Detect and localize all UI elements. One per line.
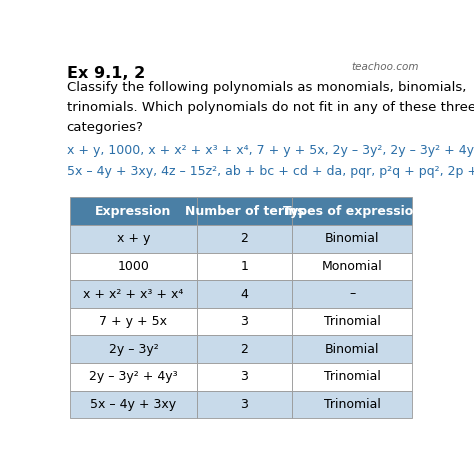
- Text: 3: 3: [241, 370, 248, 383]
- Text: Types of expression: Types of expression: [283, 205, 422, 218]
- Bar: [292, 391, 412, 418]
- Bar: [70, 197, 197, 225]
- Bar: [197, 308, 292, 336]
- Text: categories?: categories?: [66, 121, 144, 134]
- Bar: [70, 336, 197, 363]
- Bar: [70, 391, 197, 418]
- Bar: [197, 280, 292, 308]
- Bar: [292, 197, 412, 225]
- Text: x + y: x + y: [117, 232, 150, 246]
- Text: Binomial: Binomial: [325, 343, 379, 356]
- Bar: [197, 225, 292, 253]
- Text: 4: 4: [241, 288, 248, 301]
- Text: Expression: Expression: [95, 205, 172, 218]
- Text: Trinomial: Trinomial: [324, 315, 381, 328]
- Text: 1: 1: [241, 260, 248, 273]
- Bar: [292, 225, 412, 253]
- Text: 5x – 4y + 3xy, 4z – 15z², ab + bc + cd + da, pqr, p²q + pq², 2p + 2q: 5x – 4y + 3xy, 4z – 15z², ab + bc + cd +…: [66, 164, 474, 178]
- Bar: [70, 253, 197, 280]
- Text: Number of terms: Number of terms: [185, 205, 304, 218]
- Text: Trinomial: Trinomial: [324, 370, 381, 383]
- Bar: [70, 363, 197, 391]
- Text: Trinomial: Trinomial: [324, 398, 381, 411]
- Bar: [292, 308, 412, 336]
- Text: –: –: [349, 288, 355, 301]
- Text: Classify the following polynomials as monomials, binomials,: Classify the following polynomials as mo…: [66, 81, 466, 93]
- Bar: [70, 280, 197, 308]
- Bar: [197, 391, 292, 418]
- Text: Monomial: Monomial: [322, 260, 383, 273]
- Text: Binomial: Binomial: [325, 232, 379, 246]
- Text: 2y – 3y²: 2y – 3y²: [109, 343, 158, 356]
- Bar: [70, 308, 197, 336]
- Bar: [70, 225, 197, 253]
- Text: 2: 2: [241, 343, 248, 356]
- Bar: [197, 197, 292, 225]
- Text: 2y – 3y² + 4y³: 2y – 3y² + 4y³: [89, 370, 178, 383]
- Text: x + x² + x³ + x⁴: x + x² + x³ + x⁴: [83, 288, 183, 301]
- Text: x + y, 1000, x + x² + x³ + x⁴, 7 + y + 5x, 2y – 3y², 2y – 3y² + 4y³,: x + y, 1000, x + x² + x³ + x⁴, 7 + y + 5…: [66, 145, 474, 157]
- Bar: [197, 336, 292, 363]
- Bar: [292, 336, 412, 363]
- Bar: [292, 363, 412, 391]
- Text: teachoo.com: teachoo.com: [352, 63, 419, 73]
- Bar: [197, 363, 292, 391]
- Text: 1000: 1000: [118, 260, 149, 273]
- Text: 3: 3: [241, 398, 248, 411]
- Text: 5x – 4y + 3xy: 5x – 4y + 3xy: [91, 398, 176, 411]
- Bar: [292, 253, 412, 280]
- Text: 7 + y + 5x: 7 + y + 5x: [100, 315, 167, 328]
- Bar: [292, 280, 412, 308]
- Text: 2: 2: [241, 232, 248, 246]
- Bar: [197, 253, 292, 280]
- Text: trinomials. Which polynomials do not fit in any of these three: trinomials. Which polynomials do not fit…: [66, 100, 474, 114]
- Text: 3: 3: [241, 315, 248, 328]
- Text: Ex 9.1, 2: Ex 9.1, 2: [66, 66, 145, 81]
